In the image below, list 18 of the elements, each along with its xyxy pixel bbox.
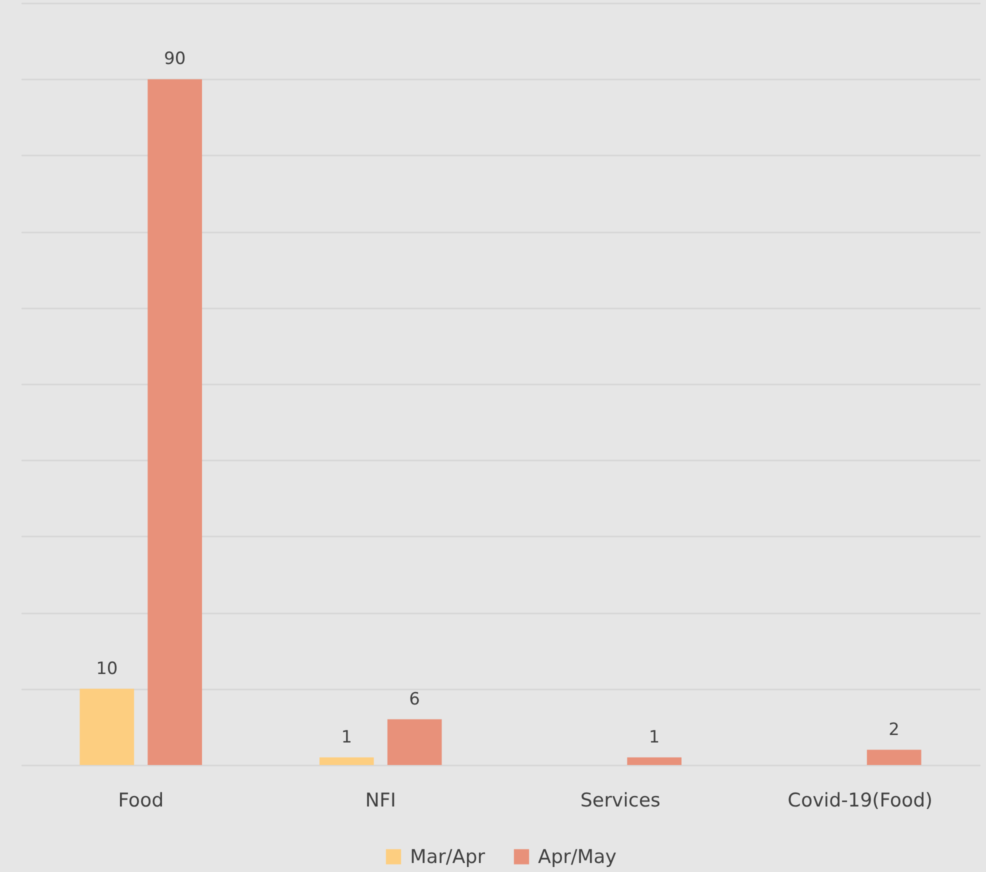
x-tick-label: Services — [580, 790, 660, 812]
data-label: 90 — [164, 49, 186, 70]
bar — [80, 688, 134, 765]
x-tick-label: Food — [118, 790, 164, 812]
legend-label: Mar/Apr — [410, 846, 486, 868]
data-label: 10 — [96, 658, 118, 679]
bar — [387, 719, 442, 765]
bar — [627, 757, 682, 765]
x-tick-label: Covid-19(Food) — [788, 790, 933, 812]
data-label: 1 — [341, 727, 352, 748]
x-tick-label: NFI — [365, 790, 396, 812]
data-label: 2 — [888, 720, 900, 740]
bar — [148, 79, 202, 765]
bar — [319, 757, 374, 765]
data-label: 6 — [409, 689, 420, 710]
bar — [866, 750, 922, 765]
legend-label: Apr/May — [538, 846, 617, 868]
data-label: 1 — [648, 727, 660, 748]
